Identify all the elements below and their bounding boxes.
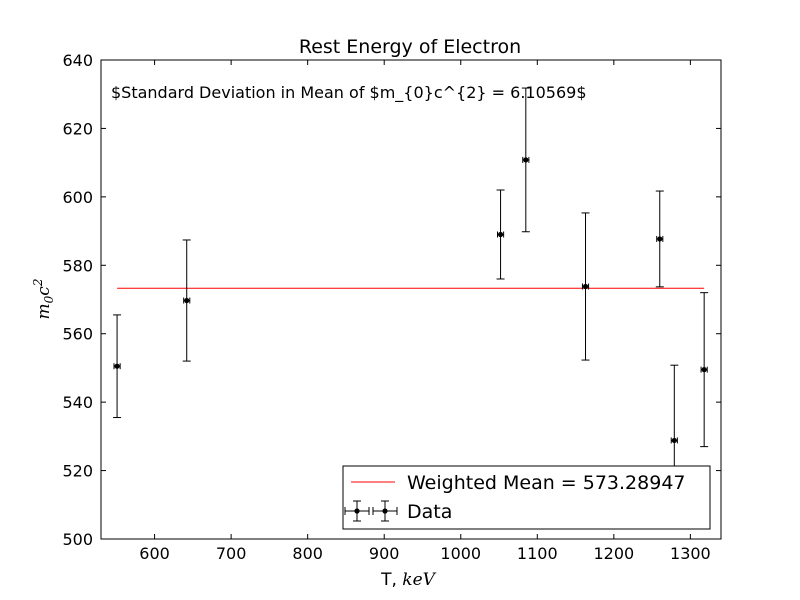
legend-weighted-mean-label: Weighted Mean = 573.28947 [407, 472, 686, 494]
y-tick-label-540: 540 [62, 393, 93, 412]
x-tick-label-800: 800 [292, 544, 323, 563]
data-point-4 [521, 87, 530, 233]
data-marker [184, 297, 190, 304]
x-tick-label-1100: 1100 [517, 544, 558, 563]
y-axis-label-base: m [34, 303, 54, 319]
y-tick-label-640: 640 [62, 51, 93, 70]
data-point-6 [655, 190, 664, 288]
data-marker [701, 367, 707, 373]
data-marker [497, 231, 504, 238]
y-axis-label-mid: c [34, 286, 54, 296]
y-tick-label-580: 580 [62, 256, 93, 275]
y-axis-label-sub: 0 [42, 295, 56, 303]
data-marker [671, 437, 677, 444]
data-marker [582, 283, 589, 290]
y-tick-label-520: 520 [62, 462, 93, 481]
x-tick-label-1000: 1000 [440, 544, 481, 563]
data-point-1 [113, 314, 122, 419]
data-point-8 [700, 292, 709, 448]
y-tick-label-600: 600 [62, 188, 93, 207]
y-tick-label-560: 560 [62, 325, 93, 344]
data-marker [523, 157, 529, 163]
legend-data-swatch [344, 500, 398, 522]
x-axis-label: T, keV [380, 570, 437, 590]
x-axis-label-prefix: T, [380, 570, 402, 590]
x-axis-ticks: 600 700 800 900 1000 1100 1200 1300 [139, 60, 711, 563]
data-point-2 [182, 239, 191, 362]
plot-frame [100, 59, 722, 540]
data-series-layer [113, 87, 709, 517]
legend-box [342, 465, 711, 530]
data-marker [114, 363, 120, 369]
data-point-5 [581, 212, 590, 361]
legend-data-marker-2 [372, 500, 398, 522]
x-tick-label-700: 700 [216, 544, 247, 563]
legend-data-marker-1 [344, 500, 370, 522]
x-tick-label-900: 900 [369, 544, 400, 563]
data-marker [657, 236, 663, 242]
legend: Weighted Mean = 573.28947 [342, 465, 711, 530]
chart-title: Rest Energy of Electron [299, 36, 521, 58]
x-tick-label-1200: 1200 [593, 544, 634, 563]
y-axis-ticks: 500 520 540 560 580 600 620 640 [62, 51, 721, 549]
y-tick-label-500: 500 [62, 530, 93, 549]
x-tick-label-1300: 1300 [670, 544, 711, 563]
y-tick-label-620: 620 [62, 119, 93, 138]
x-tick-label-600: 600 [139, 544, 170, 563]
data-point-3 [496, 189, 505, 280]
y-axis-label: m0c2 [31, 279, 56, 320]
legend-data-label: Data [407, 501, 452, 523]
y-axis-label-sup: 2 [31, 279, 45, 288]
std-annotation: $Standard Deviation in Mean of $m_{0}c^{… [111, 83, 587, 103]
x-axis-label-math: keV [402, 570, 436, 590]
